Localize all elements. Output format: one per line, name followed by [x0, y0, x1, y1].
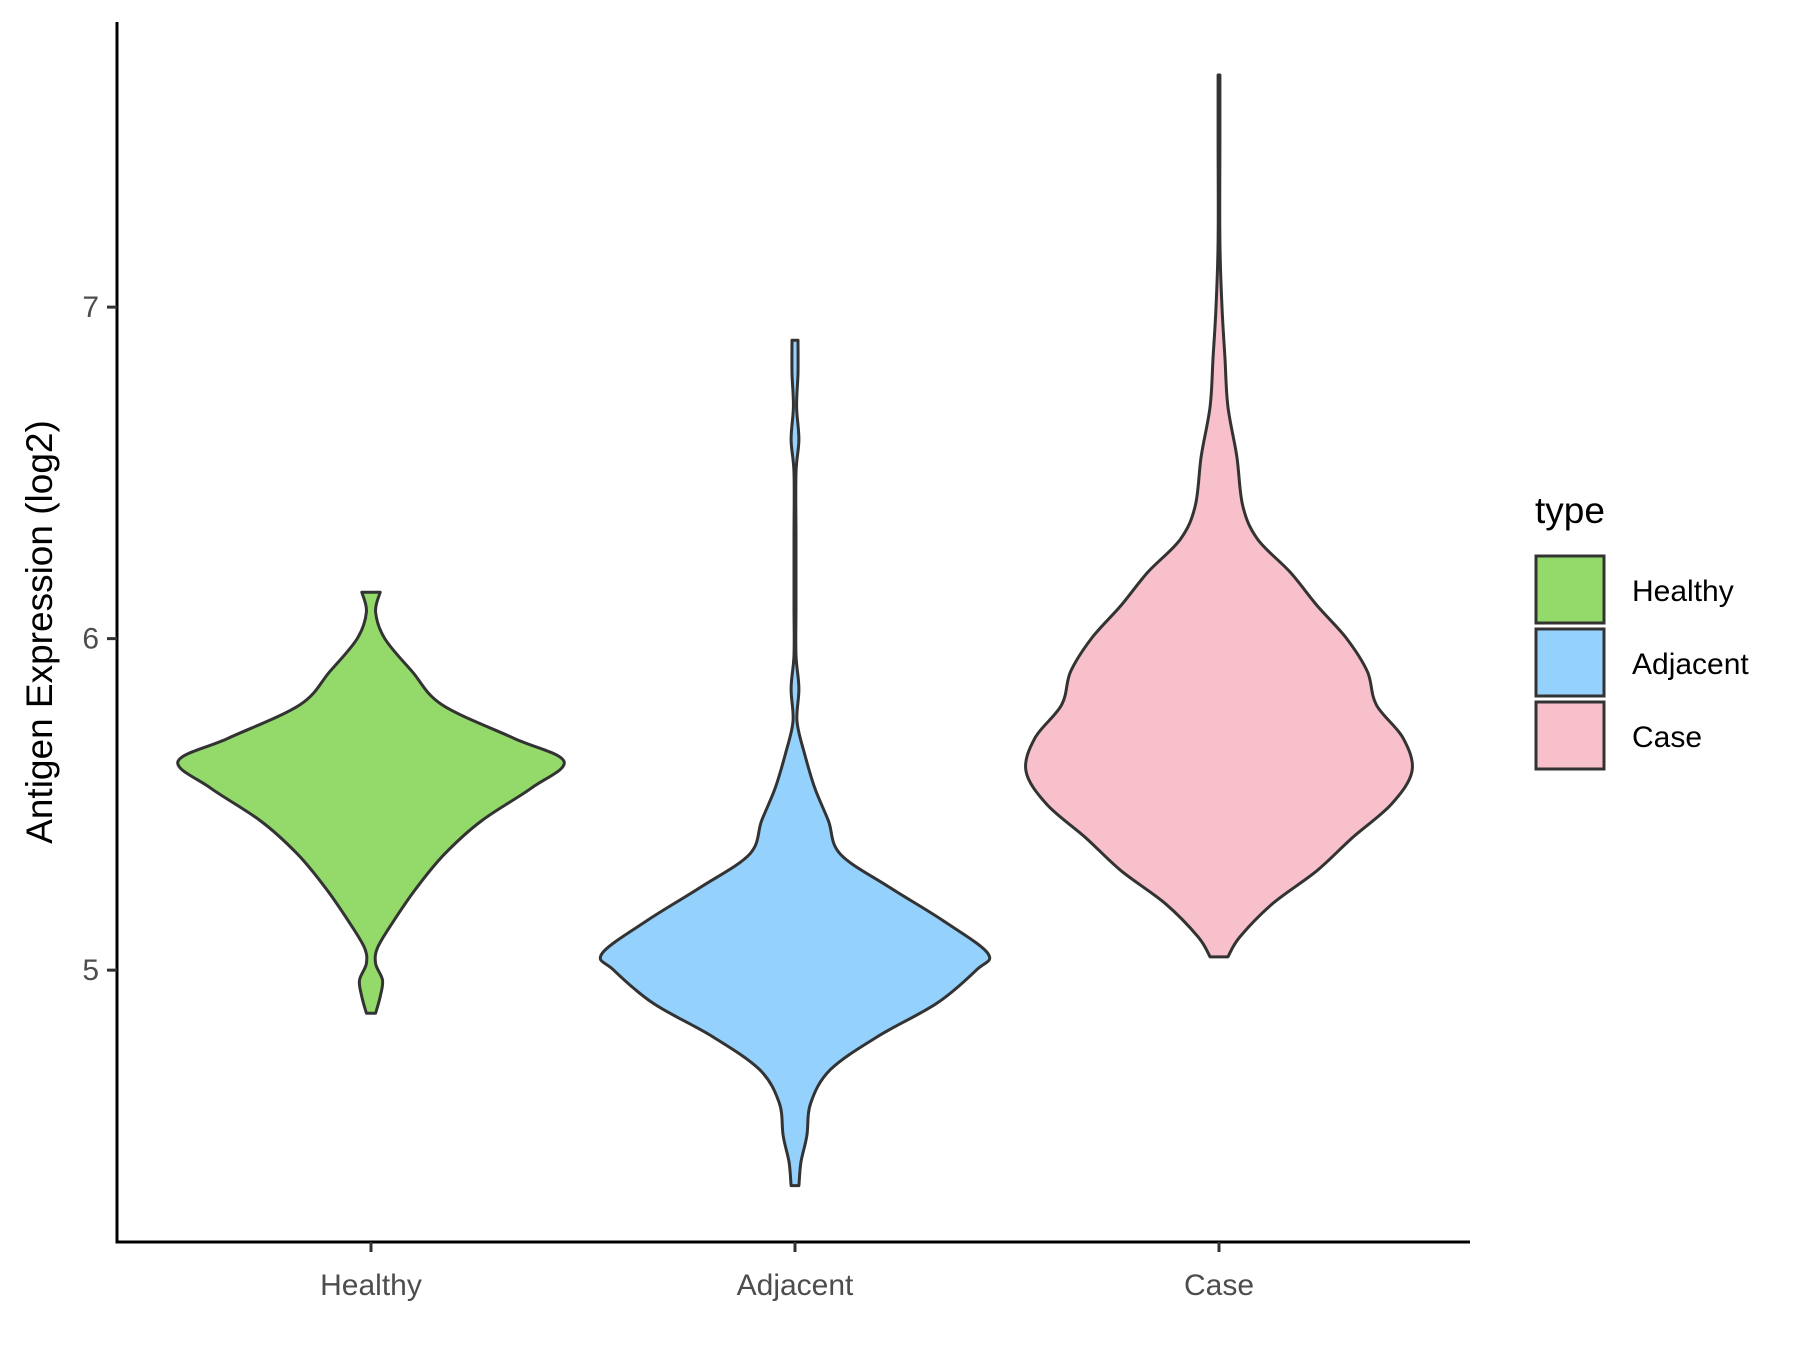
x-tick-label-healthy: Healthy — [320, 1269, 422, 1302]
legend-swatch-adjacent — [1534, 627, 1606, 698]
legend-swatch-healthy — [1534, 554, 1606, 625]
x-ticks: Healthy Adjacent Case — [320, 1242, 1254, 1302]
legend-title: type — [1535, 490, 1605, 531]
axes — [115, 22, 1470, 1244]
legend-label-case: Case — [1632, 721, 1702, 754]
y-tick-label: 6 — [82, 623, 99, 656]
violin-healthy — [176, 590, 566, 1015]
x-tick-label-adjacent: Adjacent — [737, 1269, 854, 1302]
y-tick-label: 7 — [82, 291, 99, 324]
legend-label-healthy: Healthy — [1632, 575, 1734, 608]
violin-layer — [176, 73, 1414, 1188]
legend: type Healthy Adjacent Case — [1534, 490, 1749, 771]
y-axis-title: Antigen Expression (log2) — [19, 420, 60, 844]
y-tick-label: 5 — [82, 954, 99, 987]
violin-case — [1024, 73, 1414, 959]
x-tick-label-case: Case — [1184, 1269, 1254, 1302]
violin-adjacent — [598, 338, 992, 1188]
y-ticks: 5 6 7 — [82, 291, 117, 987]
legend-swatch-case — [1534, 700, 1606, 771]
legend-label-adjacent: Adjacent — [1632, 648, 1749, 681]
